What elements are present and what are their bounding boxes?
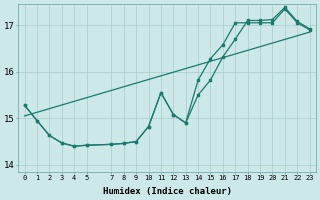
X-axis label: Humidex (Indice chaleur): Humidex (Indice chaleur) bbox=[103, 187, 232, 196]
